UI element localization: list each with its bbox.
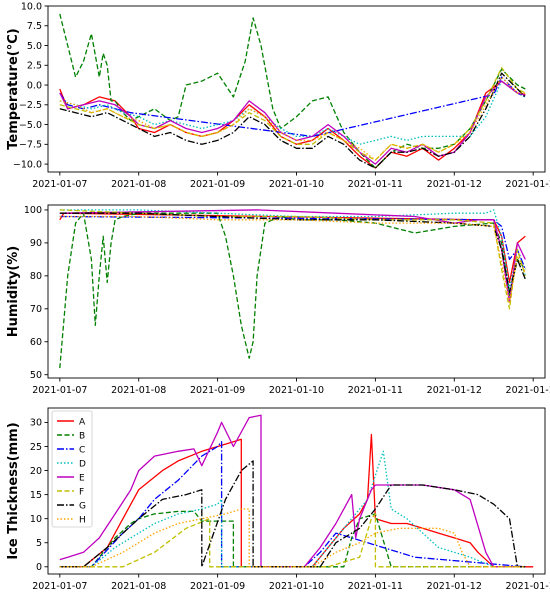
- legend-label-a: A: [79, 417, 86, 427]
- x-tick-label: 2021-01-12: [427, 581, 482, 592]
- series-line-c: [59, 76, 526, 138]
- x-tick-label: 2021-01-10: [269, 385, 324, 396]
- series-line-f: [59, 209, 526, 310]
- legend-box: [51, 410, 93, 528]
- y-tick-label: 90: [30, 238, 42, 249]
- y-tick-label: 30: [30, 418, 42, 429]
- series-line-b: [59, 212, 526, 369]
- y-axis-label: Temperature(°C): [6, 28, 21, 149]
- y-tick-label: −2.5: [19, 100, 42, 111]
- series-line-b: [59, 13, 526, 169]
- series-group: [59, 209, 526, 369]
- series-line-h: [59, 76, 526, 161]
- x-tick-label: 2021-01-10: [269, 581, 324, 592]
- series-line-b: [59, 510, 526, 568]
- y-tick-label: −10.0: [13, 159, 42, 170]
- y-tick-label: 50: [30, 370, 42, 381]
- y-tick-label: 20: [30, 466, 42, 477]
- y-tick-label: 100: [24, 205, 42, 216]
- series-line-f: [59, 67, 526, 161]
- x-tick-label: 2021-01-12: [427, 385, 482, 396]
- x-tick-label: 2021-01-09: [190, 179, 245, 190]
- y-tick-label: 25: [30, 442, 42, 453]
- y-axis-label: Humidity(%): [6, 246, 21, 338]
- x-tick-label: 2021-01-09: [190, 385, 245, 396]
- y-tick-label: −7.5: [19, 140, 42, 151]
- legend-label-f: F: [79, 487, 84, 497]
- series-line-d: [59, 450, 526, 568]
- y-tick-label: 5.0: [27, 41, 42, 52]
- x-tick-label: 2021-01-08: [111, 179, 166, 190]
- series-line-g: [59, 72, 526, 169]
- series-line-h: [59, 215, 526, 303]
- y-tick-label: 80: [30, 271, 42, 282]
- series-line-f: [59, 513, 526, 568]
- y-tick-label: 0: [36, 562, 42, 573]
- axes-frame: [47, 204, 546, 379]
- y-tick-label: 10: [30, 514, 42, 525]
- y-tick-label: 60: [30, 337, 42, 348]
- y-tick-label: 15: [30, 490, 42, 501]
- axes-frame: [47, 5, 546, 173]
- series-line-g: [59, 212, 526, 293]
- x-tick-label: 2021-01-07: [32, 581, 87, 592]
- series-group: [59, 414, 534, 568]
- series-line-g: [59, 460, 526, 568]
- y-tick-label: 10.0: [21, 1, 42, 12]
- series-line-e: [59, 414, 526, 568]
- y-tick-label: 70: [30, 304, 42, 315]
- series-line-a: [59, 80, 526, 169]
- x-tick-label: 2021-01-10: [269, 179, 324, 190]
- y-tick-label: 5: [36, 538, 42, 549]
- x-tick-label: 2021-01-12: [427, 179, 482, 190]
- legend-label-e: E: [79, 473, 85, 483]
- x-tick-label: 2021-01-11: [348, 581, 403, 592]
- y-tick-label: 7.5: [27, 21, 42, 32]
- x-tick-label: 2021-01-13: [506, 179, 550, 190]
- x-tick-label: 2021-01-13: [506, 385, 550, 396]
- x-tick-label: 2021-01-11: [348, 385, 403, 396]
- series-line-a: [59, 433, 534, 568]
- humidity-panel: 50 60 70 80 90 100 2021-01-07 2021-01-08 2021-01…: [6, 204, 550, 396]
- legend-label-h: H: [79, 515, 86, 525]
- temperature-panel: −10.0 −7.5 −5.0 −2.5 0.0 2.5 5.0 7.5 10.0 2021-01…: [6, 1, 550, 190]
- series-line-h: [59, 508, 526, 568]
- ice-thickness-panel: 0 5 10 15 20 25 30 2021-01-07 2021-01-08 2021-01-…: [6, 407, 550, 592]
- series-group: [59, 13, 526, 169]
- series-line-d: [59, 209, 526, 290]
- series-line-c: [59, 215, 526, 270]
- x-tick-label: 2021-01-08: [111, 581, 166, 592]
- x-tick-label: 2021-01-13: [506, 581, 550, 592]
- y-tick-label: −5.0: [19, 120, 42, 131]
- legend-label-b: B: [79, 431, 85, 441]
- x-tick-label: 2021-01-07: [32, 179, 87, 190]
- legend-label-g: G: [79, 501, 86, 511]
- x-tick-label: 2021-01-07: [32, 385, 87, 396]
- x-tick-label: 2021-01-11: [348, 179, 403, 190]
- y-axis-label: Ice Thickness(mm): [6, 422, 21, 559]
- axes-frame: [47, 407, 546, 575]
- series-line-d: [59, 80, 526, 145]
- series-line-e: [59, 80, 526, 165]
- y-tick-label: 2.5: [27, 61, 42, 72]
- x-tick-label: 2021-01-09: [190, 581, 245, 592]
- series-line-e: [59, 209, 526, 303]
- legend-label-c: C: [79, 445, 85, 455]
- y-tick-label: 0.0: [27, 80, 42, 91]
- x-tick-label: 2021-01-08: [111, 385, 166, 396]
- legend-label-d: D: [79, 459, 86, 469]
